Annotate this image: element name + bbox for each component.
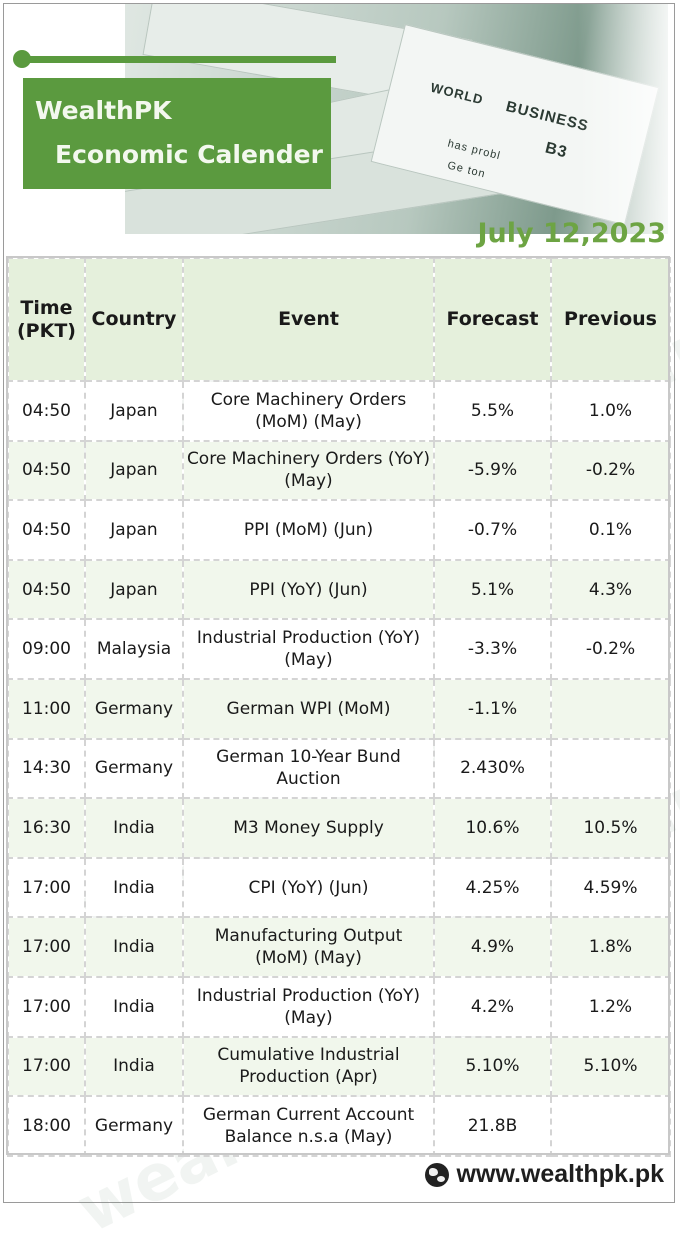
- cell-country: India: [84, 856, 184, 919]
- table-row: 18:00 Germany German Current Account Balan…: [7, 1095, 671, 1157]
- cell-time: 17:00: [7, 975, 86, 1038]
- cell-previous: -0.2%: [550, 618, 671, 680]
- cell-country: Germany: [84, 737, 184, 800]
- column-header-country: Country: [84, 257, 184, 382]
- column-header-forecast: Forecast: [433, 257, 552, 382]
- brand-name: WealthPK: [35, 96, 172, 125]
- cell-forecast: -5.9%: [433, 439, 552, 502]
- cell-event: German WPI (MoM): [182, 677, 435, 740]
- cell-forecast: 2.430%: [433, 737, 552, 800]
- column-header-previous: Previous: [550, 257, 671, 382]
- cell-country: Japan: [84, 558, 184, 621]
- cell-event: Industrial Production (YoY) (May): [182, 975, 435, 1038]
- cell-event: PPI (MoM) (Jun): [182, 499, 435, 561]
- cell-forecast: 4.9%: [433, 916, 552, 978]
- cell-forecast: -3.3%: [433, 618, 552, 680]
- cell-forecast: 10.6%: [433, 797, 552, 859]
- cell-forecast: -1.1%: [433, 677, 552, 740]
- cell-forecast: 5.10%: [433, 1035, 552, 1098]
- title-pin-dot: [13, 50, 31, 68]
- cell-country: Germany: [84, 677, 184, 740]
- economic-calendar-table: Time (PKT) Country Event Forecast Previo…: [7, 257, 671, 1157]
- calendar-date: July 12,2023: [477, 218, 667, 249]
- website-url[interactable]: www.wealthpk.pk: [456, 1160, 664, 1188]
- title-pin-line: [26, 56, 336, 63]
- cell-forecast: 4.2%: [433, 975, 552, 1038]
- column-header-time: Time (PKT): [7, 257, 86, 382]
- cell-previous: [550, 677, 671, 740]
- cell-country: Malaysia: [84, 618, 184, 680]
- cell-previous: 1.2%: [550, 975, 671, 1038]
- cell-forecast: 21.8B: [433, 1095, 552, 1157]
- cell-country: Japan: [84, 380, 184, 442]
- cell-event: M3 Money Supply: [182, 797, 435, 859]
- cell-time: 18:00: [7, 1095, 86, 1157]
- cell-country: India: [84, 797, 184, 859]
- table-row: 17:00 India CPI (YoY) (Jun) 4.25% 4.59%: [7, 856, 671, 919]
- table-row: 17:00 India Manufacturing Output (MoM) (Ma…: [7, 916, 671, 978]
- table-row: 04:50 Japan Core Machinery Orders (MoM) (M…: [7, 380, 671, 442]
- column-header-event: Event: [182, 257, 435, 382]
- page-title: Economic Calender: [55, 140, 323, 169]
- table-header-row: Time (PKT) Country Event Forecast Previo…: [7, 257, 671, 382]
- cell-time: 17:00: [7, 916, 86, 978]
- table-row: 17:00 India Industrial Production (YoY) (M…: [7, 975, 671, 1038]
- table-row: 11:00 Germany German WPI (MoM) -1.1%: [7, 677, 671, 740]
- cell-country: Japan: [84, 499, 184, 561]
- cell-time: 17:00: [7, 856, 86, 919]
- table-row: 14:30 Germany German 10-Year Bund Auction 2…: [7, 737, 671, 800]
- cell-event: Core Machinery Orders (YoY) (May): [182, 439, 435, 502]
- cell-event: Manufacturing Output (MoM) (May): [182, 916, 435, 978]
- footer: www.wealthpk.pk: [424, 1160, 664, 1189]
- globe-icon: [424, 1162, 449, 1187]
- cell-event: Core Machinery Orders (MoM) (May): [182, 380, 435, 442]
- cell-country: India: [84, 1035, 184, 1098]
- cell-forecast: 5.1%: [433, 558, 552, 621]
- table-row: 04:50 Japan PPI (YoY) (Jun) 5.1% 4.3%: [7, 558, 671, 621]
- table-row: 09:00 Malaysia Industrial Production (YoY)…: [7, 618, 671, 680]
- cell-forecast: 5.5%: [433, 380, 552, 442]
- cell-time: 04:50: [7, 380, 86, 442]
- cell-event: CPI (YoY) (Jun): [182, 856, 435, 919]
- cell-previous: 0.1%: [550, 499, 671, 561]
- table-row: 04:50 Japan PPI (MoM) (Jun) -0.7% 0.1%: [7, 499, 671, 561]
- cell-country: India: [84, 916, 184, 978]
- cell-event: German Current Account Balance n.s.a (Ma…: [182, 1095, 435, 1157]
- cell-previous: [550, 737, 671, 800]
- cell-previous: -0.2%: [550, 439, 671, 502]
- cell-previous: 4.59%: [550, 856, 671, 919]
- cell-time: 04:50: [7, 499, 86, 561]
- table-row: 16:30 India M3 Money Supply 10.6% 10.5%: [7, 797, 671, 859]
- cell-previous: 5.10%: [550, 1035, 671, 1098]
- cell-country: India: [84, 975, 184, 1038]
- cell-event: Cumulative Industrial Production (Apr): [182, 1035, 435, 1098]
- cell-previous: 1.0%: [550, 380, 671, 442]
- cell-country: Japan: [84, 439, 184, 502]
- cell-previous: [550, 1095, 671, 1157]
- table-row: 04:50 Japan Core Machinery Orders (YoY) (M…: [7, 439, 671, 502]
- cell-event: Industrial Production (YoY) (May): [182, 618, 435, 680]
- cell-time: 14:30: [7, 737, 86, 800]
- title-box: WealthPK Economic Calender: [23, 78, 331, 189]
- cell-forecast: 4.25%: [433, 856, 552, 919]
- cell-time: 04:50: [7, 558, 86, 621]
- cell-time: 09:00: [7, 618, 86, 680]
- cell-country: Germany: [84, 1095, 184, 1157]
- cell-previous: 4.3%: [550, 558, 671, 621]
- cell-event: German 10-Year Bund Auction: [182, 737, 435, 800]
- cell-event: PPI (YoY) (Jun): [182, 558, 435, 621]
- cell-time: 17:00: [7, 1035, 86, 1098]
- cell-previous: 1.8%: [550, 916, 671, 978]
- table-row: 17:00 India Cumulative Industrial Producti…: [7, 1035, 671, 1098]
- cell-previous: 10.5%: [550, 797, 671, 859]
- cell-time: 04:50: [7, 439, 86, 502]
- cell-time: 11:00: [7, 677, 86, 740]
- cell-forecast: -0.7%: [433, 499, 552, 561]
- page-frame: [3, 3, 675, 1203]
- cell-time: 16:30: [7, 797, 86, 859]
